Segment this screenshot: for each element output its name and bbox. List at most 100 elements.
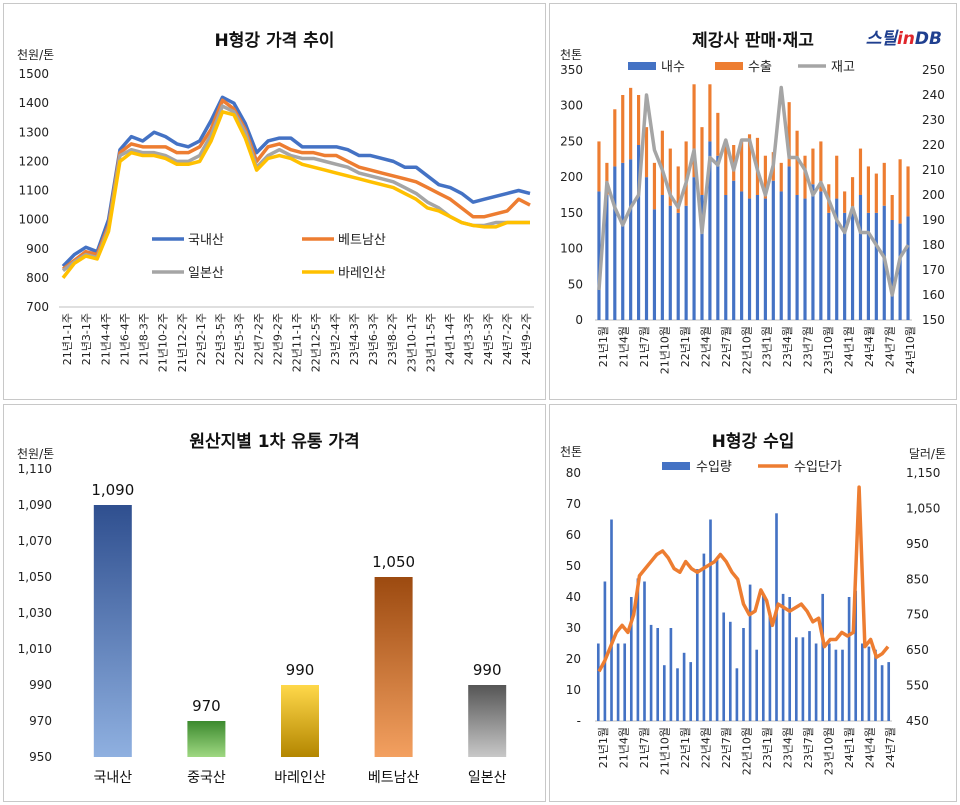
value-label: 970 bbox=[192, 697, 221, 715]
y2-tick-label: 220 bbox=[922, 138, 945, 152]
import-volume-bar bbox=[781, 593, 785, 721]
y-tick-label: 1,050 bbox=[18, 570, 52, 584]
x-tick-label: 22년1월 bbox=[679, 326, 692, 367]
value-label: 1,090 bbox=[91, 481, 134, 499]
y-tick-label: 1,110 bbox=[18, 462, 52, 476]
x-tick-label: 23년2-4주 bbox=[329, 313, 342, 365]
y2-tick-label: 170 bbox=[922, 263, 945, 277]
bar-domestic bbox=[874, 212, 878, 320]
import-volume-bar bbox=[728, 621, 732, 721]
bar-domestic bbox=[644, 177, 649, 320]
y2-tick-label: 200 bbox=[922, 188, 945, 202]
y-tick-label: 250 bbox=[560, 134, 583, 148]
x-tick-label: 23년7월 bbox=[802, 727, 815, 768]
series-line bbox=[61, 110, 530, 279]
y-tick-label: 1300 bbox=[18, 125, 49, 139]
bar-domestic bbox=[827, 212, 831, 320]
bar-domestic bbox=[763, 198, 767, 320]
bar-export bbox=[779, 162, 783, 192]
bar-domestic bbox=[629, 159, 633, 320]
y2-tick-label: 750 bbox=[906, 608, 929, 622]
chart-title: H형강 가격 추이 bbox=[214, 31, 335, 51]
x-tick-label: 21년7월 bbox=[638, 326, 651, 367]
import-volume-bar bbox=[689, 662, 693, 721]
y-axis-unit: 천원/톤 bbox=[17, 48, 55, 62]
y-tick-label: 20 bbox=[566, 652, 581, 666]
bar-export bbox=[637, 95, 641, 145]
x-tick-label: 24년7월 bbox=[884, 326, 897, 367]
import-volume-bar bbox=[847, 597, 851, 721]
y-tick-label: 70 bbox=[566, 497, 581, 511]
bar-domestic bbox=[613, 166, 617, 320]
bar-export bbox=[835, 155, 839, 199]
x-tick-label: 21년4-4주 bbox=[99, 313, 112, 365]
x-tick-label: 23년1월 bbox=[761, 326, 774, 367]
price-bar bbox=[374, 577, 413, 757]
import-volume-bar bbox=[649, 624, 653, 721]
import-volume-bar bbox=[682, 652, 686, 721]
x-tick-label: 23년10월 bbox=[823, 727, 836, 775]
y-tick-label: 0 bbox=[575, 313, 583, 327]
category-label: 바레인산 bbox=[274, 770, 326, 786]
bar-export bbox=[882, 162, 886, 206]
bar-export bbox=[763, 155, 767, 199]
bar-export bbox=[644, 127, 649, 178]
bar-export bbox=[724, 145, 728, 195]
bar-domestic bbox=[795, 195, 799, 320]
y2-tick-label: 950 bbox=[906, 537, 929, 551]
logo-text: in bbox=[896, 29, 915, 49]
legend-swatch bbox=[715, 62, 743, 70]
x-tick-label: 21년4월 bbox=[617, 326, 630, 367]
import-volume-bar bbox=[867, 646, 871, 721]
y2-tick-label: 230 bbox=[922, 113, 945, 127]
import-volume-bar bbox=[808, 631, 811, 721]
import-volume-bar bbox=[854, 590, 858, 721]
price-bar bbox=[93, 505, 132, 757]
bar-domestic bbox=[787, 166, 791, 320]
x-tick-label: 23년6-3주 bbox=[367, 313, 380, 365]
x-tick-label: 23년4-3주 bbox=[348, 313, 361, 365]
chart-title: 원산지별 1차 유통 가격 bbox=[189, 432, 360, 452]
price-bar bbox=[281, 685, 319, 757]
x-tick-label: 22년7월 bbox=[720, 727, 733, 768]
price-bar bbox=[187, 721, 226, 757]
import-volume-bar bbox=[616, 643, 620, 721]
bar-domestic bbox=[740, 191, 744, 320]
x-tick-label: 23년10-1주 bbox=[405, 313, 418, 372]
y-tick-label: 1,030 bbox=[18, 606, 52, 620]
bar-export bbox=[597, 141, 601, 192]
x-tick-label: 24년1월 bbox=[843, 326, 856, 367]
origin-price-chart: 950 970 990 1,010 1,030 1,050 1,070 1,090 1,110 1… bbox=[18, 462, 507, 786]
bar-export bbox=[700, 127, 704, 195]
y-tick-label: 60 bbox=[566, 528, 581, 542]
y-tick-label: 970 bbox=[29, 714, 52, 728]
bar-export bbox=[660, 130, 664, 195]
category-label: 중국산 bbox=[187, 770, 226, 786]
y-axis-unit: 천원/톤 bbox=[17, 447, 55, 461]
bar-domestic bbox=[732, 180, 736, 320]
bar-export bbox=[740, 141, 744, 192]
x-tick-label: 21년10월 bbox=[659, 727, 672, 775]
bar-domestic bbox=[819, 191, 823, 320]
x-tick-label: 21년4월 bbox=[618, 727, 631, 768]
y-tick-label: 10 bbox=[566, 683, 581, 697]
import-volume-bar bbox=[709, 519, 712, 721]
sales-inventory-chart: 0 50 100 150 200 250 300 350 150 160 170 180 190 200 2… bbox=[560, 60, 945, 374]
bar-export bbox=[613, 109, 617, 167]
legend-label: 내수 bbox=[661, 60, 685, 75]
y-tick-label: 950 bbox=[29, 750, 52, 764]
price-trend-panel: H형강 가격 추이 천원/톤 700 800 900 1000 1100 1200 1300… bbox=[3, 3, 546, 400]
y2-tick-label: 150 bbox=[922, 313, 945, 327]
legend-label: 재고 bbox=[831, 60, 855, 75]
y-tick-label: 800 bbox=[26, 271, 49, 285]
x-tick-label: 22년10월 bbox=[740, 326, 753, 374]
bar-domestic bbox=[811, 184, 815, 320]
import-volume-bar bbox=[623, 643, 627, 721]
bar-export bbox=[708, 84, 712, 142]
import-volume-bar bbox=[761, 593, 765, 721]
y-tick-label: 1200 bbox=[18, 154, 49, 168]
y-tick-label: 150 bbox=[560, 206, 583, 220]
bar-export bbox=[850, 177, 855, 213]
logo-text: 스틸 bbox=[865, 29, 897, 49]
x-tick-label: 22년7월 bbox=[720, 326, 733, 367]
